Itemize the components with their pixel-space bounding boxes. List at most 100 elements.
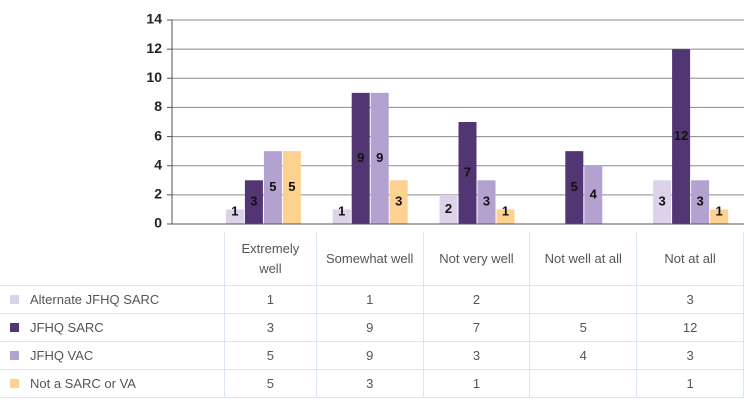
table-value [530, 286, 638, 314]
table-value: 4 [530, 342, 638, 370]
y-tick-label: 4 [154, 156, 162, 172]
row-header-text: Not a SARC or VA [30, 375, 136, 391]
bar [458, 122, 477, 224]
row-header: Alternate JFHQ SARC [0, 286, 225, 314]
column-header-text: Somewhat well [325, 250, 414, 266]
legend-swatch [10, 350, 19, 360]
column-header-text: Not very well [439, 250, 514, 266]
bar [672, 49, 691, 225]
bar [225, 209, 244, 224]
column-header-text: Not at all [664, 250, 716, 266]
legend-swatch [10, 378, 19, 388]
table-value-text: 1 [686, 375, 694, 391]
bar [565, 151, 584, 224]
table-value-text: 5 [266, 347, 275, 363]
data-label: 3 [483, 194, 490, 209]
row-header: Not a SARC or VA [0, 370, 225, 398]
table-value-text: 5 [579, 319, 587, 335]
y-tick-label: 6 [154, 127, 162, 143]
bar [477, 180, 496, 224]
table-value-text: 9 [366, 347, 374, 363]
data-label: 7 [464, 164, 471, 179]
row-header-text: Alternate JFHQ SARC [30, 291, 160, 307]
bar [691, 180, 710, 224]
legend-swatch [10, 294, 19, 304]
table-value-text: 3 [686, 291, 694, 307]
data-label: 5 [571, 179, 578, 194]
table-value-text: 7 [472, 319, 481, 335]
y-tick-label: 12 [146, 40, 162, 56]
table-value-text: 1 [366, 291, 374, 307]
column-header: Not well at all [530, 232, 638, 286]
data-label: 5 [269, 179, 276, 194]
table-value: 1 [637, 370, 744, 398]
row-header: JFHQ VAC [0, 342, 225, 370]
bar [439, 194, 458, 224]
table-value: 5 [225, 370, 317, 398]
table-value: 1 [423, 370, 531, 398]
data-label: 3 [696, 194, 703, 209]
y-tick-label: 14 [146, 11, 162, 27]
data-label: 9 [357, 150, 364, 165]
bar [710, 209, 729, 224]
data-label: 1 [502, 203, 509, 218]
data-label: 2 [445, 201, 452, 216]
table-value-text: 3 [686, 347, 694, 363]
table-value: 3 [637, 342, 744, 370]
column-header: Not at all [637, 232, 744, 286]
table-value-text: 12 [682, 319, 698, 335]
legend-swatch [10, 322, 19, 332]
table-value: 12 [637, 314, 744, 342]
y-tick-label: 10 [146, 69, 162, 85]
bar [584, 165, 603, 224]
data-label: 1 [338, 203, 345, 218]
column-header: Not very well [423, 232, 531, 286]
bar [263, 151, 282, 224]
table-value: 1 [225, 286, 317, 314]
bar [332, 209, 351, 224]
bar [653, 180, 672, 224]
table-value-text: 3 [472, 347, 481, 363]
bar [389, 180, 408, 224]
table-value: 3 [316, 370, 424, 398]
table-value: 1 [316, 286, 424, 314]
row-header: JFHQ SARC [0, 314, 225, 342]
column-header: Extremely well [225, 232, 317, 286]
data-label: 9 [376, 150, 383, 165]
bar [370, 92, 389, 224]
table-value: 5 [225, 342, 317, 370]
bar [351, 92, 370, 224]
table-value: 3 [423, 342, 531, 370]
table-value: 9 [316, 342, 424, 370]
table-value: 2 [423, 286, 531, 314]
table-value-text: 9 [366, 319, 374, 335]
table-value: 7 [423, 314, 531, 342]
data-label: 4 [590, 186, 598, 201]
y-tick-label: 8 [154, 98, 162, 114]
row-header-text: JFHQ SARC [30, 319, 104, 335]
table-value-text: 1 [266, 291, 275, 307]
column-header-text: Extremely well [241, 240, 300, 276]
data-label: 3 [658, 194, 665, 209]
table-value: 3 [225, 314, 317, 342]
table-value-text: 3 [366, 375, 374, 391]
table-value-text: 2 [472, 291, 481, 307]
row-header-text: JFHQ VAC [30, 347, 94, 363]
corner-cell [0, 232, 225, 286]
bar [496, 209, 515, 224]
data-label: 1 [231, 203, 238, 218]
data-label: 12 [674, 128, 688, 143]
bar [244, 180, 263, 224]
data-label: 1 [715, 203, 722, 218]
table-value-text: 5 [266, 375, 275, 391]
y-tick-label: 2 [154, 186, 162, 202]
table-value: 9 [316, 314, 424, 342]
table-value: 5 [530, 314, 638, 342]
table-value-text: 4 [579, 347, 587, 363]
y-tick-label: 0 [154, 215, 162, 231]
table-value-text: 3 [266, 319, 275, 335]
table-value [530, 370, 638, 398]
column-header: Somewhat well [316, 232, 424, 286]
